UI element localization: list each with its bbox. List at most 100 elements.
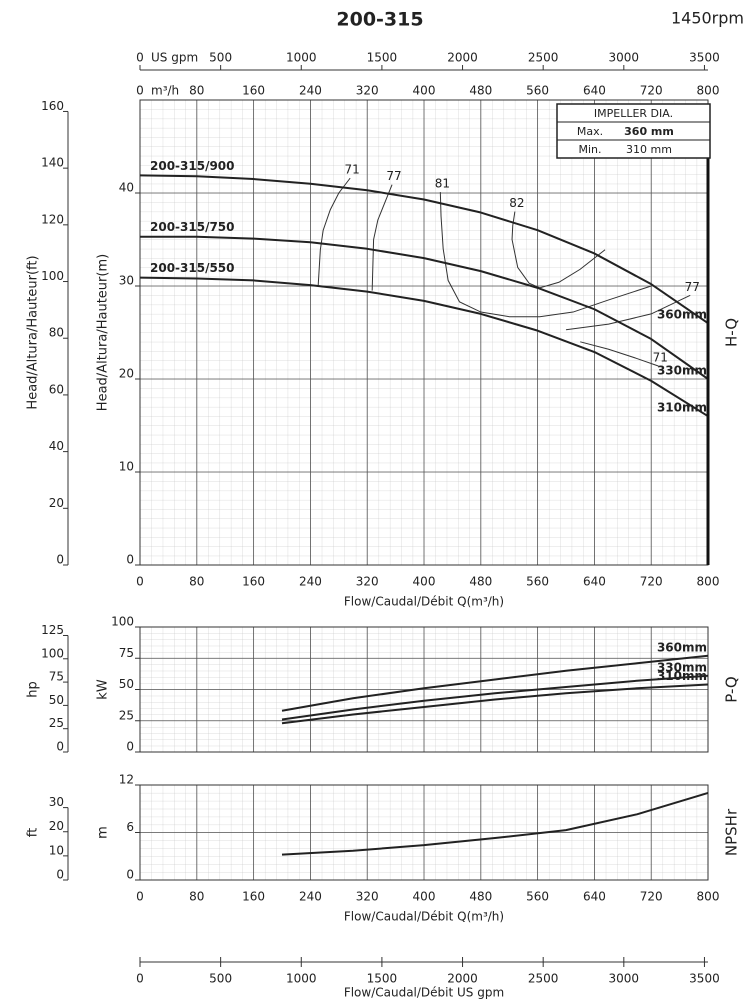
x-tick-label: 480 (469, 575, 492, 589)
y2-tick-label: 0 (56, 868, 64, 882)
x2-tick-label: 3500 (689, 972, 720, 986)
y-axis-label: Head/Altura/Hauteur(m) (96, 254, 111, 411)
x2-axis-label: Flow/Caudal/Débit US gpm (344, 986, 504, 1000)
impeller-box (556, 103, 711, 159)
y2-tick-label: 140 (41, 156, 64, 170)
y2-tick-label: 120 (41, 212, 64, 226)
x-tick-label: 640 (583, 890, 606, 904)
curve (281, 654, 709, 712)
efficiency-label: 71 (653, 350, 668, 364)
curve (281, 791, 709, 856)
efficiency-contour (580, 341, 659, 367)
y-tick-label: 30 (119, 274, 134, 288)
y-tick-label: 40 (119, 181, 134, 195)
x2-tick-label: 1500 (367, 972, 398, 986)
y-tick-label: 20 (119, 367, 134, 381)
x2-tick-label: 2000 (447, 51, 478, 65)
y-tick-label: 0 (126, 868, 134, 882)
x-tick-label-top: 640 (583, 84, 606, 98)
curve (139, 276, 709, 418)
curve-end-label: 330mm (657, 364, 707, 378)
x-tick-label: 160 (242, 890, 265, 904)
y2-tick-label: 30 (49, 795, 64, 809)
curve (281, 674, 709, 721)
curve (281, 683, 709, 725)
x-tick-label-top: 480 (469, 84, 492, 98)
y2-tick-label: 20 (49, 819, 64, 833)
y2-tick-label: 125 (41, 623, 64, 637)
impeller-row-key: Min. (578, 143, 601, 156)
impeller-row-value: 360 mm (624, 125, 674, 138)
curve-end-label: 310mm (657, 669, 707, 683)
x2-tick-label: 0 (136, 51, 144, 65)
series-name: 200-315/550 (150, 261, 235, 275)
x-tick-label: 240 (299, 890, 322, 904)
y2-tick-label: 20 (49, 496, 64, 510)
impeller-row-key: Max. (577, 125, 603, 138)
x2-tick-label: 500 (209, 51, 232, 65)
x2-tick-label: 500 (209, 972, 232, 986)
x2-tick-label: 1000 (286, 972, 317, 986)
y2-tick-label: 25 (49, 716, 64, 730)
side-label: P-Q (723, 676, 741, 702)
x-tick-label: 320 (356, 575, 379, 589)
x-tick-label: 160 (242, 575, 265, 589)
x-tick-label-top: 720 (640, 84, 663, 98)
x-tick-label-top: 320 (356, 84, 379, 98)
speed: 1450rpm (671, 9, 744, 28)
curve (140, 235, 709, 380)
x-tick-label-top: 400 (413, 84, 436, 98)
y2-tick-label: 0 (56, 740, 64, 754)
impeller-title: IMPELLER DIA. (594, 107, 673, 120)
y2-tick-label: 100 (41, 646, 64, 660)
curve (139, 174, 709, 325)
y-tick-label: 12 (119, 773, 134, 787)
impeller-row-value: 310 mm (626, 143, 672, 156)
y2-tick-label: 50 (49, 693, 64, 707)
x-tick-label: 560 (526, 890, 549, 904)
series-name: 200-315/900 (150, 159, 235, 173)
x2-tick-label: 1500 (367, 51, 398, 65)
curve-end-label: 360mm (657, 640, 707, 654)
y-tick-label: 0 (126, 740, 134, 754)
x2-tick-label: 2000 (447, 972, 478, 986)
y-tick-label: 6 (126, 820, 134, 834)
y2-tick-label: 40 (49, 439, 64, 453)
y-tick-label: 50 (119, 677, 134, 691)
curve-end-label: 330mm (657, 660, 707, 674)
x-tick-label: 640 (583, 575, 606, 589)
x-tick-label: 800 (697, 575, 720, 589)
efficiency-contour (317, 177, 351, 286)
series-name: 200-315/750 (150, 220, 235, 234)
y2-tick-label: 10 (49, 843, 64, 857)
x-tick-label: 400 (413, 575, 436, 589)
y-tick-label: 75 (119, 646, 134, 660)
y-tick-label: 0 (126, 553, 134, 567)
x-tick-label: 80 (189, 575, 204, 589)
x-tick-label-top: 160 (242, 84, 265, 98)
x2-tick-label: 2500 (528, 972, 559, 986)
plot-frame (139, 626, 709, 753)
x-tick-label-top: 240 (299, 84, 322, 98)
y-tick-label: 25 (119, 708, 134, 722)
curve-end-label: 360mm (657, 308, 707, 322)
x-tick-label: 560 (526, 575, 549, 589)
plot-frame (139, 784, 709, 881)
x2-tick-label: 0 (136, 972, 144, 986)
y-tick-label: 100 (111, 615, 134, 629)
y2-tick-label: 80 (49, 326, 64, 340)
efficiency-label: 82 (509, 196, 524, 210)
y2-axis-label: Head/Altura/Hauteur(ft) (26, 255, 41, 409)
efficiency-contour (439, 192, 652, 318)
y2-tick-label: 75 (49, 670, 64, 684)
efficiency-contour (511, 211, 606, 289)
y-axis-label: m (96, 826, 111, 839)
curve-end-label: 310mm (657, 401, 707, 415)
x-unit: m³/h (151, 84, 179, 98)
efficiency-contour (565, 294, 691, 331)
x-tick-label-top: 560 (526, 84, 549, 98)
x2-tick-label: 3000 (609, 51, 640, 65)
x-tick-label-top: 800 (697, 84, 720, 98)
x-tick-label: 0 (136, 890, 144, 904)
